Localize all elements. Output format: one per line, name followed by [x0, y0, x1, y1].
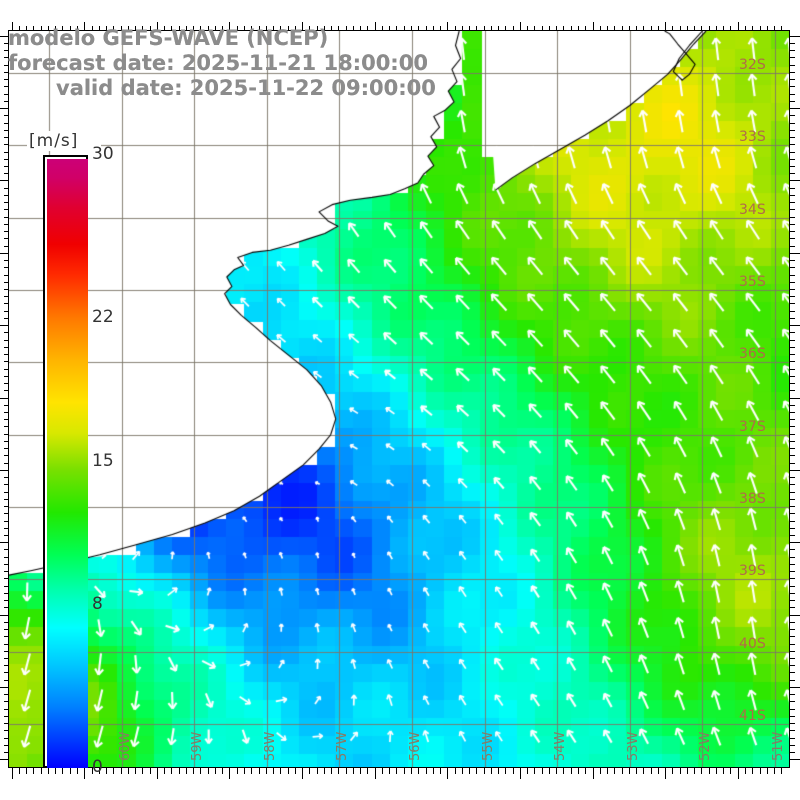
map-plot-area[interactable]: 61W60W59W58W57W56W55W54W53W52W51W 32S33S… [8, 30, 790, 768]
longitude-label: 59W [190, 731, 206, 761]
axis-ticks-top [8, 22, 790, 31]
colorbar-tick-label: 30 [92, 144, 114, 164]
colorbar-gradient [47, 159, 88, 768]
colorbar-tick-label: 8 [92, 593, 103, 614]
colorbar[interactable] [43, 155, 88, 768]
longitude-label: 57W [335, 731, 351, 761]
colorbar-tick-label: 0 [92, 757, 103, 777]
longitude-label: 52W [698, 731, 714, 761]
axis-ticks-right [789, 30, 800, 768]
latitude-label: 41S [739, 708, 766, 725]
latitude-label: 34S [739, 201, 766, 218]
axis-ticks-left [0, 30, 9, 768]
colorbar-tick-label: 22 [92, 307, 114, 328]
latitude-label: 36S [739, 346, 766, 363]
latitude-label: 38S [739, 491, 766, 508]
longitude-label: 53W [625, 731, 641, 761]
latitude-label: 35S [739, 274, 766, 291]
longitude-label: 54W [553, 731, 569, 761]
colorbar-unit-label: [m/s] [27, 131, 101, 151]
map-canvas-clip: 61W60W59W58W57W56W55W54W53W52W51W 32S33S… [9, 31, 789, 767]
latitude-label: 33S [739, 129, 766, 146]
latitude-label: 32S [739, 56, 766, 73]
latitude-label: 37S [739, 418, 766, 435]
latitude-label: 39S [739, 563, 766, 580]
colorbar-tick-label: 15 [92, 450, 114, 471]
longitude-label: 56W [407, 731, 423, 761]
longitude-label: 60W [117, 731, 133, 761]
axis-ticks-bottom [8, 768, 790, 780]
latitude-label: 40S [739, 635, 766, 652]
longitude-label: 55W [480, 731, 496, 761]
colorbar-frame [43, 155, 88, 768]
longitude-label: 58W [262, 731, 278, 761]
longitude-label: 51W [771, 731, 787, 761]
coastline-layer [9, 31, 789, 767]
